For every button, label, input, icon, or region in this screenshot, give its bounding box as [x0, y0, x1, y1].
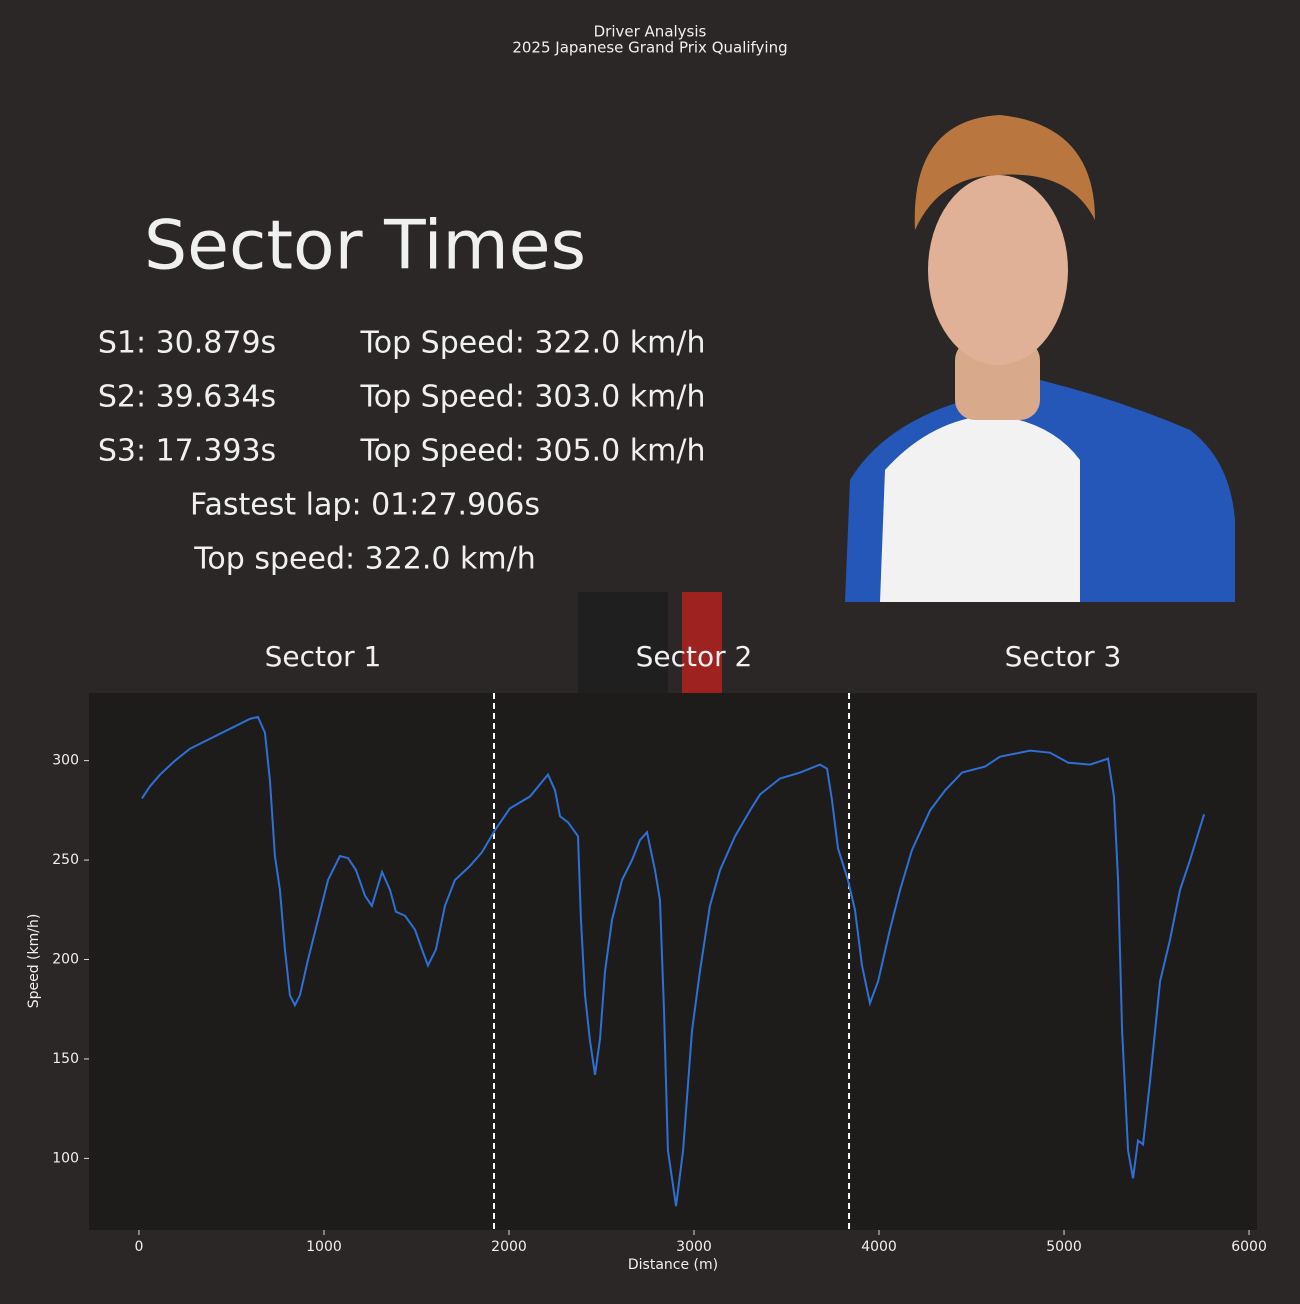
- x-tick-label: 5000: [1046, 1239, 1082, 1255]
- y-tick-label: 200: [52, 952, 79, 968]
- sector-top-speed: Top Speed: 322.0 km/h: [360, 326, 706, 361]
- sector-time: S2: 39.634s: [98, 380, 276, 415]
- driver-photo: [845, 115, 1235, 602]
- x-tick-label: 1000: [306, 1239, 342, 1255]
- sector-label: Sector 3: [1005, 640, 1122, 673]
- y-tick-label: 100: [52, 1150, 79, 1166]
- summary-heading: Sector Times: [144, 207, 586, 286]
- y-axis-label: Speed (km/h): [26, 914, 42, 1009]
- y-tick-label: 300: [52, 753, 79, 769]
- sector-label: Sector 2: [636, 640, 753, 673]
- sector-top-speed: Top Speed: 303.0 km/h: [360, 380, 706, 415]
- x-tick-label: 2000: [491, 1239, 527, 1255]
- page-subtitle: 2025 Japanese Grand Prix Qualifying: [512, 39, 787, 57]
- f1-logo-watermark: [578, 592, 722, 707]
- x-tick-label: 4000: [861, 1239, 897, 1255]
- sector-top-speed: Top Speed: 305.0 km/h: [360, 434, 706, 469]
- sector-time: S1: 30.879s: [98, 326, 276, 361]
- top-speed: Top speed: 322.0 km/h: [193, 542, 536, 577]
- sector-label: Sector 1: [265, 640, 382, 673]
- page-title: Driver Analysis: [594, 23, 707, 41]
- fastest-lap: Fastest lap: 01:27.906s: [190, 488, 540, 523]
- x-tick-label: 3000: [676, 1239, 712, 1255]
- x-tick-label: 0: [134, 1239, 143, 1255]
- speed-line: [141, 715, 1206, 1207]
- sector-time: S3: 17.393s: [98, 434, 276, 469]
- x-tick-label: 6000: [1231, 1239, 1267, 1255]
- plot-area: [89, 693, 1257, 1230]
- y-tick-label: 150: [52, 1051, 79, 1067]
- y-tick-label: 250: [52, 852, 79, 868]
- x-axis-label: Distance (m): [628, 1257, 718, 1273]
